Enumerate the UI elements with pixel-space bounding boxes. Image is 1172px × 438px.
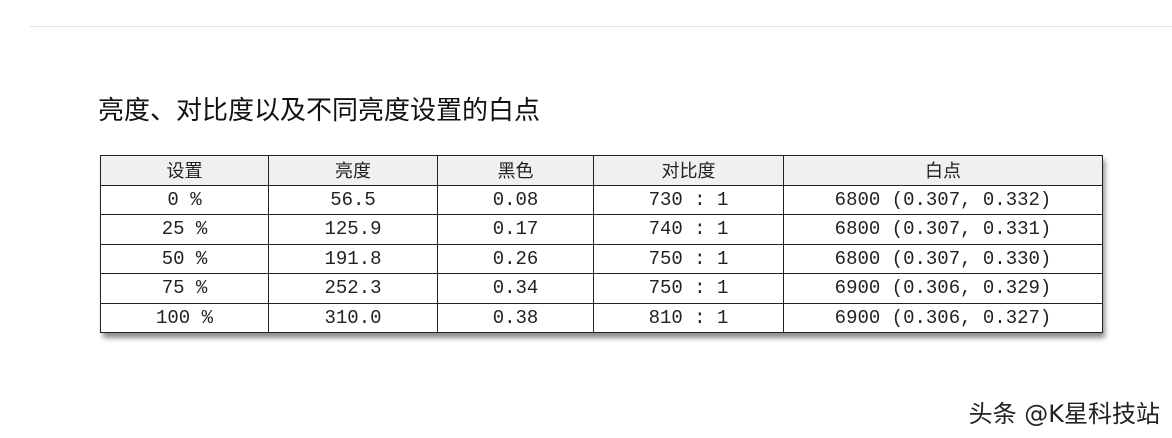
table-cell: 56.5 <box>268 184 438 215</box>
table-cell: 730 : 1 <box>593 184 784 215</box>
column-header: 亮度 <box>268 155 438 186</box>
column-header: 对比度 <box>593 155 784 186</box>
column-header: 设置 <box>100 155 269 186</box>
table-cell: 0 % <box>100 184 269 215</box>
table-cell: 100 % <box>100 302 269 333</box>
table-cell: 6900 (0.306, 0.329) <box>783 273 1103 304</box>
table-cell: 6800 (0.307, 0.331) <box>783 214 1103 245</box>
table-cell: 125.9 <box>268 214 438 245</box>
table-row: 0 % 56.5 0.08 730 : 1 6800 (0.307, 0.332) <box>100 184 1103 215</box>
table-cell: 0.08 <box>437 184 594 215</box>
table-cell: 740 : 1 <box>593 214 784 245</box>
table-cell: 6900 (0.306, 0.327) <box>783 302 1103 333</box>
table-cell: 6800 (0.307, 0.330) <box>783 243 1103 274</box>
table-cell: 0.38 <box>437 302 594 333</box>
watermark: 头条 @K星科技站 <box>968 400 1160 428</box>
table-cell: 0.34 <box>437 273 594 304</box>
table-cell: 750 : 1 <box>593 243 784 274</box>
table-cell: 75 % <box>100 273 269 304</box>
table-row: 25 % 125.9 0.17 740 : 1 6800 (0.307, 0.331) <box>100 214 1103 245</box>
table-row: 50 % 191.8 0.26 750 : 1 6800 (0.307, 0.330) <box>100 243 1103 274</box>
table-cell: 50 % <box>100 243 269 274</box>
table-row: 100 % 310.0 0.38 810 : 1 6900 (0.306, 0.327) <box>100 302 1103 333</box>
column-header: 黑色 <box>437 155 594 186</box>
table-header: 设置 亮度 黑色 对比度 白点 <box>100 155 1103 186</box>
table-cell: 310.0 <box>268 302 438 333</box>
table-cell: 0.26 <box>437 243 594 274</box>
table-cell: 6800 (0.307, 0.332) <box>783 184 1103 215</box>
table-cell: 191.8 <box>268 243 438 274</box>
top-divider <box>30 26 1172 27</box>
section-title: 亮度、对比度以及不同亮度设置的白点 <box>98 96 541 126</box>
table-row: 75 % 252.3 0.34 750 : 1 6900 (0.306, 0.329) <box>100 273 1103 304</box>
column-header: 白点 <box>783 155 1103 186</box>
table-cell: 810 : 1 <box>593 302 784 333</box>
table-cell: 750 : 1 <box>593 273 784 304</box>
table-cell: 25 % <box>100 214 269 245</box>
table-cell: 0.17 <box>437 214 594 245</box>
table-cell: 252.3 <box>268 273 438 304</box>
brightness-table: 设置 亮度 黑色 对比度 白点 0 % 56.5 0.08 730 : 1 6800 (0.30… <box>100 155 1103 333</box>
